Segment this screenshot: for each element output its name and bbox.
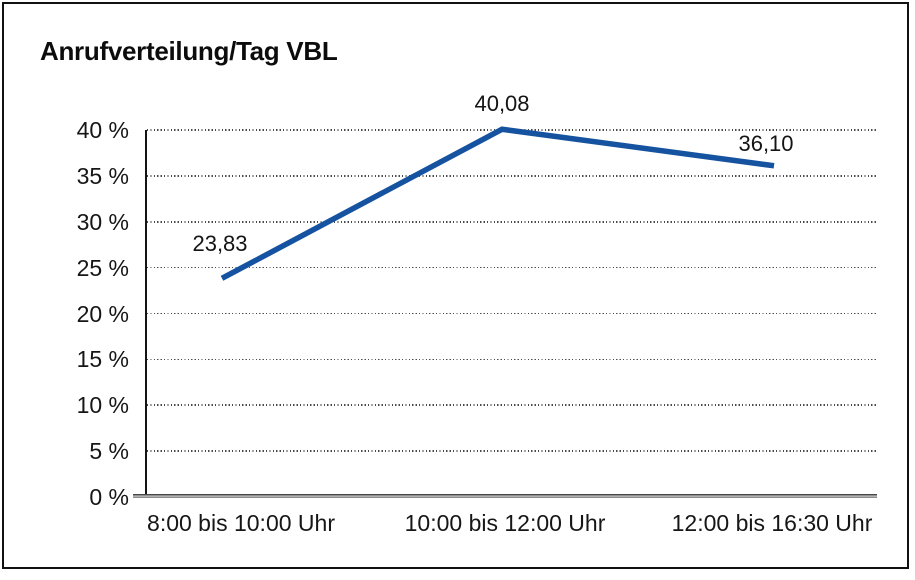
gridline [147, 450, 877, 452]
y-axis-tick-label: 15 % [76, 346, 129, 373]
y-axis-tick-label: 5 % [89, 438, 129, 465]
gridline [147, 266, 877, 269]
data-point-label: 40,08 [474, 91, 530, 117]
y-axis-tick-label: 0 % [89, 484, 129, 510]
gridline [147, 358, 877, 361]
data-point-label: 23,83 [192, 231, 248, 257]
series-line [220, 126, 775, 281]
y-axis-tick-label: 30 % [76, 208, 129, 235]
y-axis-line [145, 130, 147, 497]
x-axis-category-label: 8:00 bis 10:00 Uhr [147, 510, 335, 536]
y-axis-tick-label: 10 % [76, 392, 129, 419]
y-axis-tick-label: 40 % [76, 117, 129, 143]
gridline [147, 175, 877, 177]
y-axis-tick-label: 20 % [76, 300, 129, 327]
data-point-label: 36,10 [738, 130, 794, 156]
y-axis-tick-label: 25 % [76, 254, 129, 281]
gridline [147, 404, 877, 407]
x-axis-category-label: 12:00 bis 16:30 Uhr [671, 510, 873, 536]
x-axis-baseline [133, 494, 877, 498]
chart-title: Anrufverteilung/Tag VBL [40, 36, 338, 66]
chart-frame: Anrufverteilung/Tag VBL 0 % 5 % 10 % 15 % 20… [2, 2, 909, 569]
gridline [147, 312, 877, 315]
gridline [147, 220, 877, 223]
x-axis-category-label: 10:00 bis 12:00 Uhr [404, 510, 606, 536]
y-axis-tick-label: 35 % [76, 162, 129, 189]
